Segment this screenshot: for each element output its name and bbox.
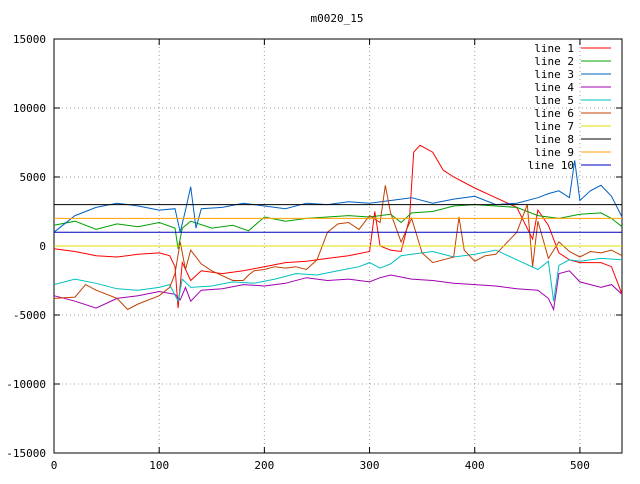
x-tick-label: 500 <box>570 459 590 472</box>
legend-label: line 1 <box>534 42 574 55</box>
legend-label: line 7 <box>534 120 574 133</box>
chart-title: m0020_15 <box>311 12 364 25</box>
legend-label: line 6 <box>534 107 574 120</box>
y-tick-label: -15000 <box>6 447 46 460</box>
series-line-6 <box>53 185 623 311</box>
y-tick-label: 15000 <box>13 33 46 46</box>
x-tick-label: 300 <box>360 459 380 472</box>
legend-label: line 2 <box>534 55 574 68</box>
legend-label: line 3 <box>534 68 574 81</box>
y-tick-label: 10000 <box>13 102 46 115</box>
x-tick-label: 200 <box>254 459 274 472</box>
axes: 0 100 200 300 400 500 -15000 -10000 -5000 0 5000 10… <box>6 33 623 472</box>
legend-label: line 10 <box>528 159 574 172</box>
legend-label: line 4 <box>534 81 574 94</box>
y-tick-label: 5000 <box>20 171 47 184</box>
legend-label: line 9 <box>534 146 574 159</box>
x-tick-label: 400 <box>465 459 485 472</box>
x-tick-label: 100 <box>149 459 169 472</box>
series-line-3 <box>53 160 623 233</box>
series-line-5 <box>53 249 623 303</box>
legend-label: line 5 <box>534 94 574 107</box>
series-lines <box>53 144 623 312</box>
legend-label: line 8 <box>534 133 574 146</box>
y-tick-label: -5000 <box>13 309 46 322</box>
series-line-2 <box>53 204 623 249</box>
y-tick-label: 0 <box>39 240 46 253</box>
x-tick-label: 0 <box>51 459 58 472</box>
series-line-4 <box>53 270 623 312</box>
y-tick-label: -10000 <box>6 378 46 391</box>
